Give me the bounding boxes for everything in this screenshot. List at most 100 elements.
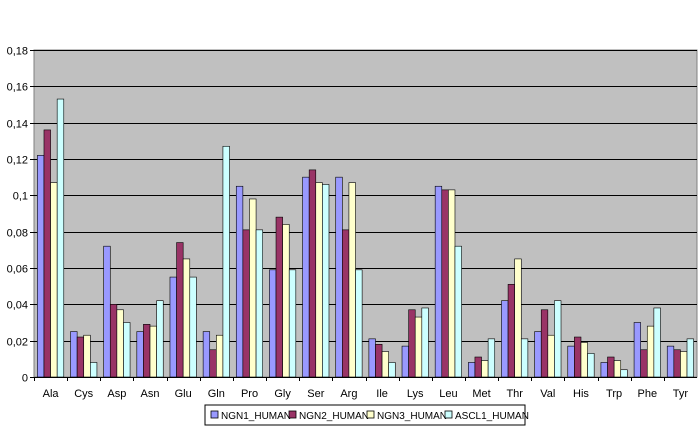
bar-ngn3-human-gly (282, 224, 290, 378)
x-tick-label: His (573, 388, 589, 400)
bar-ngn2-human-gln (209, 349, 217, 378)
bar-ngn3-human-leu (448, 189, 456, 378)
bar-ngn2-human-asn (143, 324, 151, 378)
bar-ngn2-human-arg (342, 229, 350, 378)
bar-ascl1-human-asn (156, 300, 164, 378)
legend-label: ASCL1_HUMAN (455, 411, 529, 422)
legend-swatch-ascl1-human (444, 410, 453, 419)
bar-ngn3-human-gln (216, 334, 224, 378)
bar-ngn2-human-thr (507, 284, 515, 378)
bar-ngn1-human-asp (103, 245, 111, 378)
x-tick-label: Met (472, 388, 490, 400)
bar-ngn1-human-pro (235, 185, 244, 378)
bar-ngn2-human-asp (109, 304, 118, 378)
legend-label: NGN1_HUMAN (221, 411, 291, 422)
bar-ngn1-human-lys (401, 345, 409, 378)
x-tick-label: Lys (407, 388, 424, 400)
legend-swatch-ngn2-human (288, 410, 297, 419)
x-tick-label: Asp (107, 388, 126, 400)
bar-ngn3-human-ile (381, 351, 389, 378)
bar-ngn3-human-ser (315, 182, 323, 378)
bar-ngn1-human-val (534, 331, 542, 378)
bar-ngn1-human-arg (335, 176, 343, 378)
bar-ascl1-human-leu (454, 245, 462, 378)
bar-ngn2-human-ile (375, 343, 383, 378)
bar-ngn2-human-val (540, 309, 549, 378)
bar-ngn1-human-gly (269, 269, 277, 378)
bar-ngn3-human-met (481, 360, 489, 378)
bar-ngn1-human-leu (434, 185, 443, 378)
bar-ngn1-human-ile (368, 338, 376, 378)
bar-ngn1-human-ser (302, 176, 310, 378)
bar-ngn2-human-ala (43, 129, 51, 378)
x-tick-label: Trp (606, 388, 622, 400)
bar-ngn2-human-tyr (673, 349, 681, 378)
x-tick-label: Ser (307, 388, 324, 400)
bar-ngn3-human-arg (348, 182, 356, 378)
bar-ngn3-human-trp (613, 360, 622, 378)
legend (204, 404, 526, 426)
x-tick-label: Leu (439, 388, 457, 400)
y-tick-label: 0,06 (7, 264, 28, 276)
bar-ngn1-human-tyr (666, 345, 675, 378)
bar-ascl1-human-glu (189, 276, 197, 378)
bar-ngn3-human-glu (182, 258, 191, 378)
bar-ngn1-human-met (468, 362, 476, 378)
bar-ngn3-human-ala (50, 182, 58, 378)
bar-ascl1-human-asp (123, 322, 131, 378)
bar-ngn1-human-thr (501, 300, 509, 378)
bar-ngn2-human-gly (275, 216, 283, 378)
bar-ascl1-human-cys (90, 362, 98, 378)
y-tick-label: 0,12 (7, 155, 28, 167)
legend-swatch-ngn1-human (210, 410, 219, 419)
x-tick-label: Ile (376, 388, 388, 400)
bar-ngn2-human-met (474, 356, 482, 378)
bar-ascl1-human-ser (322, 184, 330, 378)
legend-label: NGN2_HUMAN (299, 411, 369, 422)
bar-ngn1-human-phe (633, 322, 641, 378)
bar-ngn1-human-ala (37, 155, 45, 378)
bar-ascl1-human-lys (421, 307, 429, 378)
bar-ngn2-human-phe (640, 349, 648, 378)
bar-ngn2-human-cys (76, 336, 85, 378)
bar-ngn3-human-phe (646, 325, 655, 378)
x-tick-label: Pro (241, 388, 258, 400)
bar-ngn3-human-asn (149, 325, 157, 378)
y-tick-label: 0,14 (7, 119, 28, 131)
bar-ascl1-human-arg (355, 269, 363, 378)
bar-ngn3-human-his (580, 342, 588, 378)
bar-ngn3-human-thr (514, 258, 522, 378)
bar-ngn2-human-his (574, 336, 582, 378)
bar-ngn1-human-glu (169, 276, 177, 378)
x-tick-label: Asn (141, 388, 160, 400)
x-tick-label: Glu (175, 388, 192, 400)
bar-ascl1-human-ala (56, 98, 65, 378)
x-tick-label: Gln (208, 388, 225, 400)
bar-ngn3-human-cys (83, 334, 91, 378)
bar-ngn2-human-trp (607, 356, 615, 378)
x-tick-label: Arg (340, 388, 357, 400)
bar-ngn3-human-asp (116, 309, 124, 378)
bar-ngn2-human-ser (308, 169, 317, 378)
bar-ngn2-human-glu (176, 242, 184, 378)
y-tick-label: 0,18 (7, 46, 28, 58)
bar-ngn3-human-tyr (680, 351, 688, 378)
bar-ascl1-human-met (487, 338, 496, 378)
legend-swatch-ngn3-human (366, 410, 375, 419)
bar-ascl1-human-phe (653, 307, 661, 378)
y-tick-label: 0 (22, 373, 28, 385)
x-tick-label: Tyr (673, 388, 689, 400)
bar-ngn3-human-lys (414, 316, 423, 378)
bar-ascl1-human-trp (620, 369, 628, 378)
bar-ascl1-human-pro (255, 229, 263, 378)
bar-ascl1-human-tyr (686, 338, 694, 378)
bar-ngn3-human-pro (249, 198, 257, 378)
plot-area (33, 49, 698, 378)
bar-ngn2-human-pro (242, 229, 250, 378)
bar-ascl1-human-gln (222, 145, 230, 378)
y-tick-label: 0,16 (7, 82, 28, 94)
y-tick-label: 0,02 (7, 337, 28, 349)
y-tick-label: 0,08 (7, 228, 28, 240)
